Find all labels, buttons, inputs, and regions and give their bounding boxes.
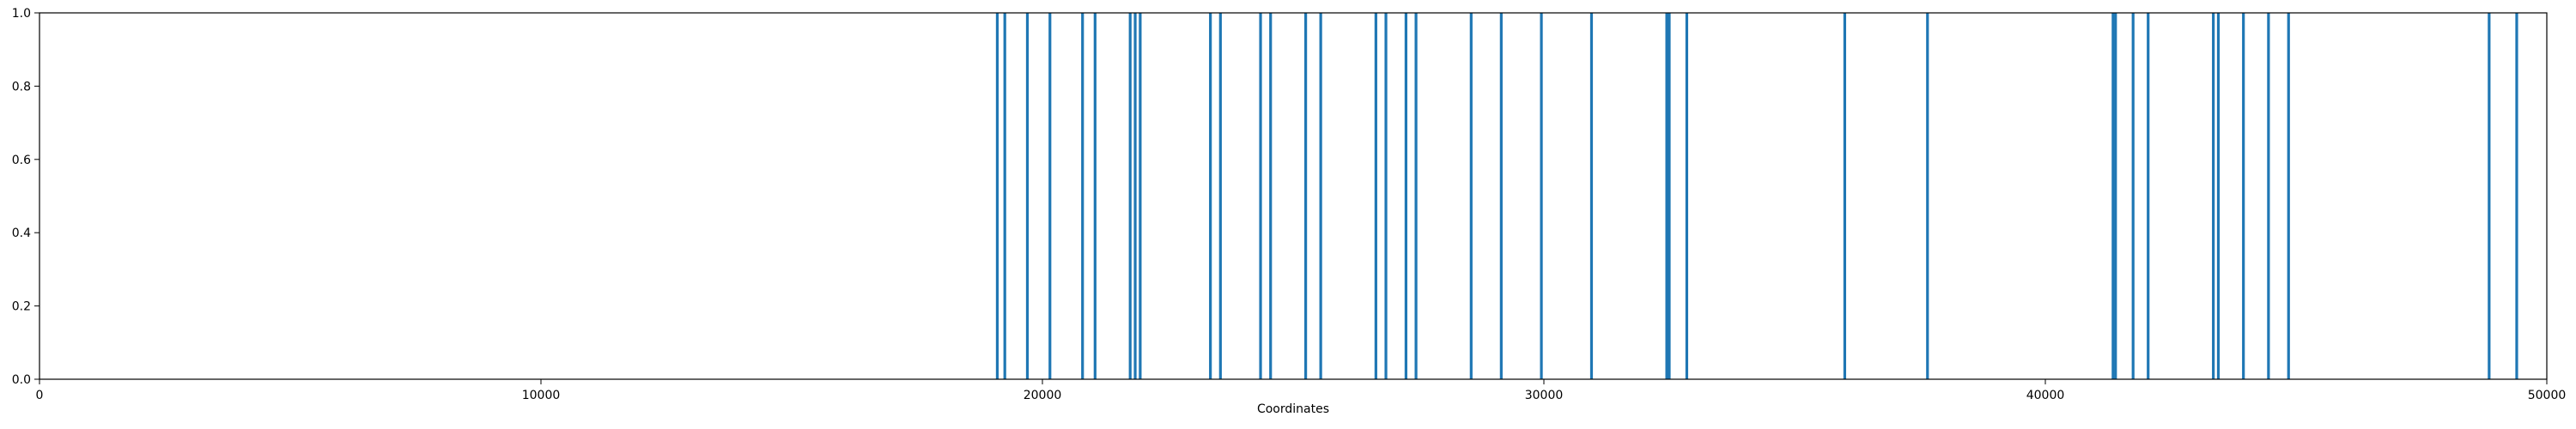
bar (1374, 13, 1377, 379)
plot-frame (39, 12, 2548, 380)
bar (2488, 13, 2491, 379)
x-tick-label: 0 (36, 389, 44, 402)
bar (1469, 13, 1473, 379)
bar (1133, 13, 1137, 379)
bar (1128, 13, 1132, 379)
y-tick-label: 0.0 (12, 373, 31, 387)
y-tick-label: 1.0 (12, 7, 31, 21)
bar (1499, 13, 1503, 379)
bar (1843, 13, 1846, 379)
x-axis-ticks: 0 10000 20000 30000 40000 50000 (36, 379, 2567, 402)
bar (2515, 13, 2518, 379)
y-tick-label: 0.8 (12, 80, 31, 94)
bar (2212, 13, 2215, 379)
bar (2287, 13, 2290, 379)
bar (1081, 13, 1084, 379)
bar (2131, 13, 2135, 379)
bar (2216, 13, 2221, 379)
y-tick-label: 0.6 (12, 154, 31, 167)
bar (1304, 13, 1308, 379)
bar (995, 13, 999, 379)
bar (1926, 13, 1929, 379)
y-tick-label: 0.2 (12, 300, 31, 314)
x-tick-label: 30000 (1525, 389, 1564, 402)
bar (1003, 13, 1006, 379)
bars-layer (995, 13, 2518, 379)
bar (1404, 13, 1407, 379)
x-tick-label: 50000 (2528, 389, 2567, 402)
x-tick-label: 10000 (522, 389, 561, 402)
bar (2114, 13, 2117, 379)
bar (1665, 13, 1668, 379)
bar (1685, 13, 1689, 379)
bar (1319, 13, 1322, 379)
bar (2242, 13, 2245, 379)
x-tick-label: 20000 (1024, 389, 1062, 402)
bar (1025, 13, 1030, 379)
bar (1668, 13, 1671, 379)
bar (1093, 13, 1097, 379)
x-axis-label: Coordinates (1257, 402, 1329, 416)
bar (1259, 13, 1262, 379)
bar (1218, 13, 1222, 379)
bar (2147, 13, 2150, 379)
bar (2111, 13, 2115, 379)
x-tick-label: 40000 (2026, 389, 2065, 402)
bar (1589, 13, 1594, 379)
y-tick-label: 0.4 (12, 227, 31, 240)
bar (1139, 13, 1142, 379)
bar (1048, 13, 1052, 379)
bar (2267, 13, 2270, 379)
y-axis-ticks: 0.0 0.2 0.4 0.6 0.8 1.0 (12, 7, 39, 387)
bar (1269, 13, 1273, 379)
bar (1384, 13, 1388, 379)
bar (1414, 13, 1418, 379)
bar (1209, 13, 1212, 379)
bar (1540, 13, 1543, 379)
